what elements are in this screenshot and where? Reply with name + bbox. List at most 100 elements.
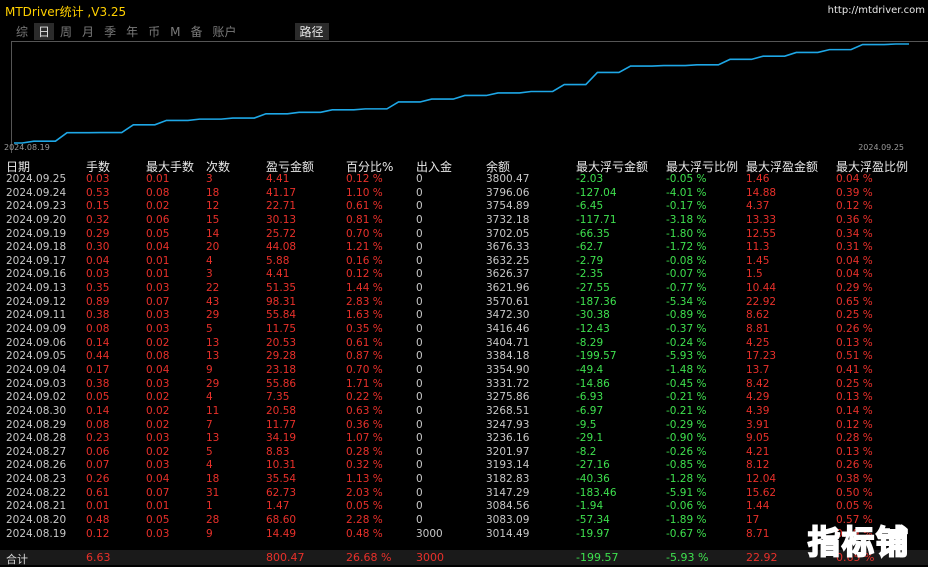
table-row[interactable]: 2024.09.20 0.32 0.06 15 30.13 0.81 % 0 3732.18 -… <box>0 214 928 228</box>
column-header[interactable]: 最大浮亏金额 <box>576 160 649 174</box>
column-header[interactable]: 盈亏金额 <box>266 160 315 174</box>
column-header[interactable]: 余额 <box>486 160 511 174</box>
column-header[interactable]: 最大手数 <box>146 160 195 174</box>
column-header[interactable]: 出入金 <box>416 160 453 174</box>
tab-0[interactable]: 综 <box>16 25 29 39</box>
table-row[interactable]: 2024.09.09 0.08 0.03 5 11.75 0.35 % 0 3416.46 -1… <box>0 323 928 337</box>
tab-2[interactable]: 周 <box>60 25 73 39</box>
table-row[interactable]: 2024.08.29 0.08 0.02 7 11.77 0.36 % 0 3247.93 -9… <box>0 419 928 433</box>
table-row[interactable]: 2024.09.05 0.44 0.08 13 29.28 0.87 % 0 3384.18 -… <box>0 350 928 364</box>
table-cell: 0 <box>416 173 423 185</box>
table-cell: 0.01 <box>146 254 170 267</box>
table-cell: 2024.09.05 <box>6 350 67 363</box>
table-cell: 3732.18 <box>486 213 530 226</box>
table-row[interactable]: 2024.08.28 0.23 0.03 13 34.19 1.07 % 0 3236.16 -… <box>0 432 928 446</box>
table-cell: 12.55 <box>746 227 777 240</box>
table-cell: 31 <box>206 486 220 499</box>
tab-4[interactable]: 季 <box>104 25 117 39</box>
equity-chart <box>11 41 928 153</box>
table-cell: -183.46 <box>576 486 617 499</box>
table-cell: -127.04 <box>576 186 617 199</box>
table-cell: 0.01 <box>146 500 170 513</box>
table-cell: 1.21 % <box>346 241 383 254</box>
table-row[interactable]: 2024.09.02 0.05 0.02 4 7.35 0.22 % 0 3275.86 -6.… <box>0 391 928 405</box>
column-header[interactable]: 最大浮亏比例 <box>666 160 739 174</box>
equity-chart-svg <box>14 43 909 144</box>
table-cell: 28 <box>206 514 220 527</box>
tab-1[interactable]: 日 <box>34 23 55 40</box>
column-header[interactable]: 手数 <box>86 160 111 174</box>
table-cell: 0.02 <box>146 404 170 417</box>
tab-9[interactable]: 账户 <box>212 25 237 39</box>
tab-8[interactable]: 备 <box>190 25 203 39</box>
table-row[interactable]: 2024.09.17 0.04 0.01 4 5.88 0.16 % 0 3632.25 -2.… <box>0 255 928 269</box>
website-link[interactable]: http://mtdriver.com <box>827 5 925 16</box>
table-cell: 0 <box>416 391 423 404</box>
table-cell: -0.85 % <box>666 459 707 472</box>
table-cell: 2024.09.24 <box>6 186 67 199</box>
table-cell: 3626.37 <box>486 268 530 281</box>
table-cell: 0.07 <box>146 295 170 308</box>
table-cell: 0 <box>416 200 423 213</box>
table-row[interactable]: 2024.09.16 0.03 0.01 3 4.41 0.12 % 0 3626.37 -2.… <box>0 268 928 282</box>
column-header[interactable]: 最大浮盈比例 <box>836 160 909 174</box>
table-cell: -27.55 <box>576 282 610 295</box>
table-row[interactable]: 2024.08.27 0.06 0.02 5 8.83 0.28 % 0 3201.97 -8.… <box>0 446 928 460</box>
table-cell: 0.35 <box>86 282 110 295</box>
table-cell: -0.45 % <box>666 377 707 390</box>
table-cell: 14.88 <box>746 186 777 199</box>
table-row[interactable]: 2024.09.18 0.30 0.04 20 44.08 1.21 % 0 3676.33 -… <box>0 241 928 255</box>
table-row[interactable]: 2024.09.11 0.38 0.03 29 55.84 1.63 % 0 3472.30 -… <box>0 309 928 323</box>
table-cell: 29.28 <box>266 350 297 363</box>
table-row[interactable]: 2024.08.26 0.07 0.03 4 10.31 0.32 % 0 3193.14 -2… <box>0 459 928 473</box>
table-cell: 2024.09.20 <box>6 213 67 226</box>
table-row[interactable]: 2024.08.21 0.01 0.01 1 1.47 0.05 % 0 3084.56 -1.… <box>0 500 928 514</box>
table-row[interactable]: 2024.09.24 0.53 0.08 18 41.17 1.10 % 0 3796.06 -… <box>0 187 928 201</box>
table-cell: 5 <box>206 445 213 458</box>
table-row[interactable]: 2024.08.22 0.61 0.07 31 62.73 2.03 % 0 3147.29 -… <box>0 487 928 501</box>
table-cell: 0.12 % <box>836 418 873 431</box>
tab-6[interactable]: 币 <box>148 25 161 39</box>
tab-5[interactable]: 年 <box>126 25 139 39</box>
table-cell: 43 <box>206 295 220 308</box>
table-row[interactable]: 2024.09.13 0.35 0.03 22 51.35 1.44 % 0 3621.96 -… <box>0 282 928 296</box>
table-row[interactable]: 2024.08.19 0.12 0.03 9 14.49 0.48 % 3000 3014.4… <box>0 528 928 542</box>
tab-3[interactable]: 月 <box>82 25 95 39</box>
table-cell: 2024.08.22 <box>6 486 67 499</box>
table-row[interactable]: 2024.08.23 0.26 0.04 18 35.54 1.13 % 0 3182.83 -… <box>0 473 928 487</box>
table-cell: 3201.97 <box>486 445 530 458</box>
table-cell: -6.45 <box>576 200 604 213</box>
table-cell: -5.93 % <box>666 350 707 363</box>
table-cell: 0 <box>416 241 423 254</box>
table-row[interactable]: 2024.09.23 0.15 0.02 12 22.71 0.61 % 0 3754.89 -… <box>0 200 928 214</box>
table-row[interactable]: 2024.09.19 0.29 0.05 14 25.72 0.70 % 0 3702.05 -… <box>0 228 928 242</box>
column-header[interactable]: 日期 <box>6 160 31 174</box>
table-row[interactable]: 2024.09.12 0.89 0.07 43 98.31 2.83 % 0 3570.61 -… <box>0 296 928 310</box>
table-cell: 29 <box>206 377 220 390</box>
table-row[interactable]: 2024.09.03 0.38 0.03 29 55.86 1.71 % 0 3331.72 -… <box>0 378 928 392</box>
table-cell: 4.29 <box>746 391 770 404</box>
table-row[interactable]: 2024.09.25 0.03 0.01 3 4.41 0.12 % 0 3800.47 -2.… <box>0 173 928 187</box>
table-cell: 7.35 <box>266 391 290 404</box>
table-cell: 0.28 % <box>836 432 873 445</box>
table-cell: 0.23 <box>86 432 110 445</box>
table-cell: 14.49 <box>266 527 297 540</box>
table-cell: 12 <box>206 200 220 213</box>
table-row[interactable]: 2024.08.20 0.48 0.05 28 68.60 2.28 % 0 3083.09 -… <box>0 514 928 528</box>
tab-path[interactable]: 路径 <box>294 23 329 40</box>
column-header[interactable]: 最大浮盈金额 <box>746 160 819 174</box>
table-cell: 11.3 <box>746 241 770 254</box>
table-row[interactable]: 2024.08.30 0.14 0.02 11 20.58 0.63 % 0 3268.51 -… <box>0 405 928 419</box>
table-cell: 0.03 <box>146 527 170 540</box>
table-cell: 0.12 % <box>346 268 383 281</box>
column-header[interactable]: 次数 <box>206 160 231 174</box>
table-cell: 3 <box>206 173 213 185</box>
table-row[interactable]: 2024.09.06 0.14 0.02 13 20.53 0.61 % 0 3404.71 -… <box>0 337 928 351</box>
tab-7[interactable]: M <box>170 25 181 39</box>
table-cell: -187.36 <box>576 295 617 308</box>
table-cell: 2024.08.20 <box>6 514 67 527</box>
table-cell: 2024.08.19 <box>6 527 67 540</box>
column-header[interactable]: 百分比% <box>346 160 394 174</box>
table-cell: 0.01 <box>86 500 110 513</box>
table-row[interactable]: 2024.09.04 0.17 0.04 9 23.18 0.70 % 0 3354.90 -4… <box>0 364 928 378</box>
